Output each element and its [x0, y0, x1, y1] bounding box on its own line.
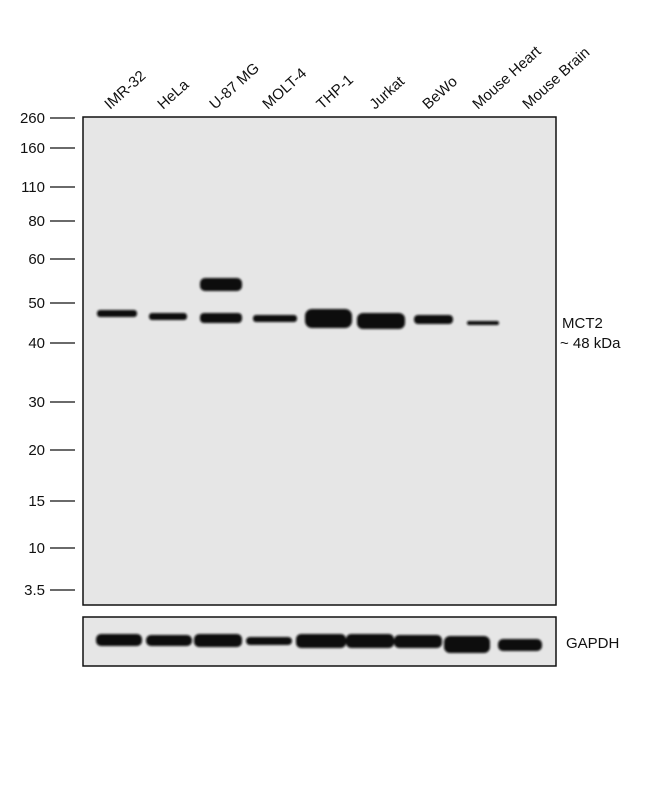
band — [498, 639, 542, 651]
marker-label: 30 — [28, 394, 45, 411]
band — [200, 278, 242, 291]
marker-label: 160 — [20, 140, 45, 157]
band — [444, 636, 490, 653]
band — [357, 313, 405, 329]
loading-control-label: GAPDH — [566, 635, 619, 652]
band — [296, 634, 346, 648]
band — [194, 634, 242, 647]
marker-label: 40 — [28, 335, 45, 352]
band — [346, 634, 394, 648]
marker-label: 10 — [28, 540, 45, 557]
band — [246, 637, 292, 645]
band — [305, 309, 352, 328]
marker-label: 80 — [28, 213, 45, 230]
marker-label: 20 — [28, 442, 45, 459]
band — [96, 634, 142, 646]
marker-label: 260 — [20, 110, 45, 127]
marker-label: 110 — [21, 179, 45, 196]
marker-label: 3.5 — [24, 582, 45, 599]
band — [97, 310, 137, 317]
marker-label: 50 — [28, 295, 45, 312]
gapdh-bands — [96, 634, 542, 653]
band — [149, 313, 187, 320]
target-label: MCT2 — [562, 315, 603, 332]
band — [394, 635, 442, 648]
size-label: ~ 48 kDa — [560, 335, 621, 352]
band — [200, 313, 242, 323]
marker-label: 60 — [28, 251, 45, 268]
marker-label: 15 — [28, 493, 45, 510]
main-blot-panel — [82, 116, 557, 606]
band — [467, 321, 499, 325]
band — [414, 315, 453, 324]
band — [146, 635, 192, 646]
target-bands — [97, 278, 499, 329]
band — [253, 315, 297, 322]
